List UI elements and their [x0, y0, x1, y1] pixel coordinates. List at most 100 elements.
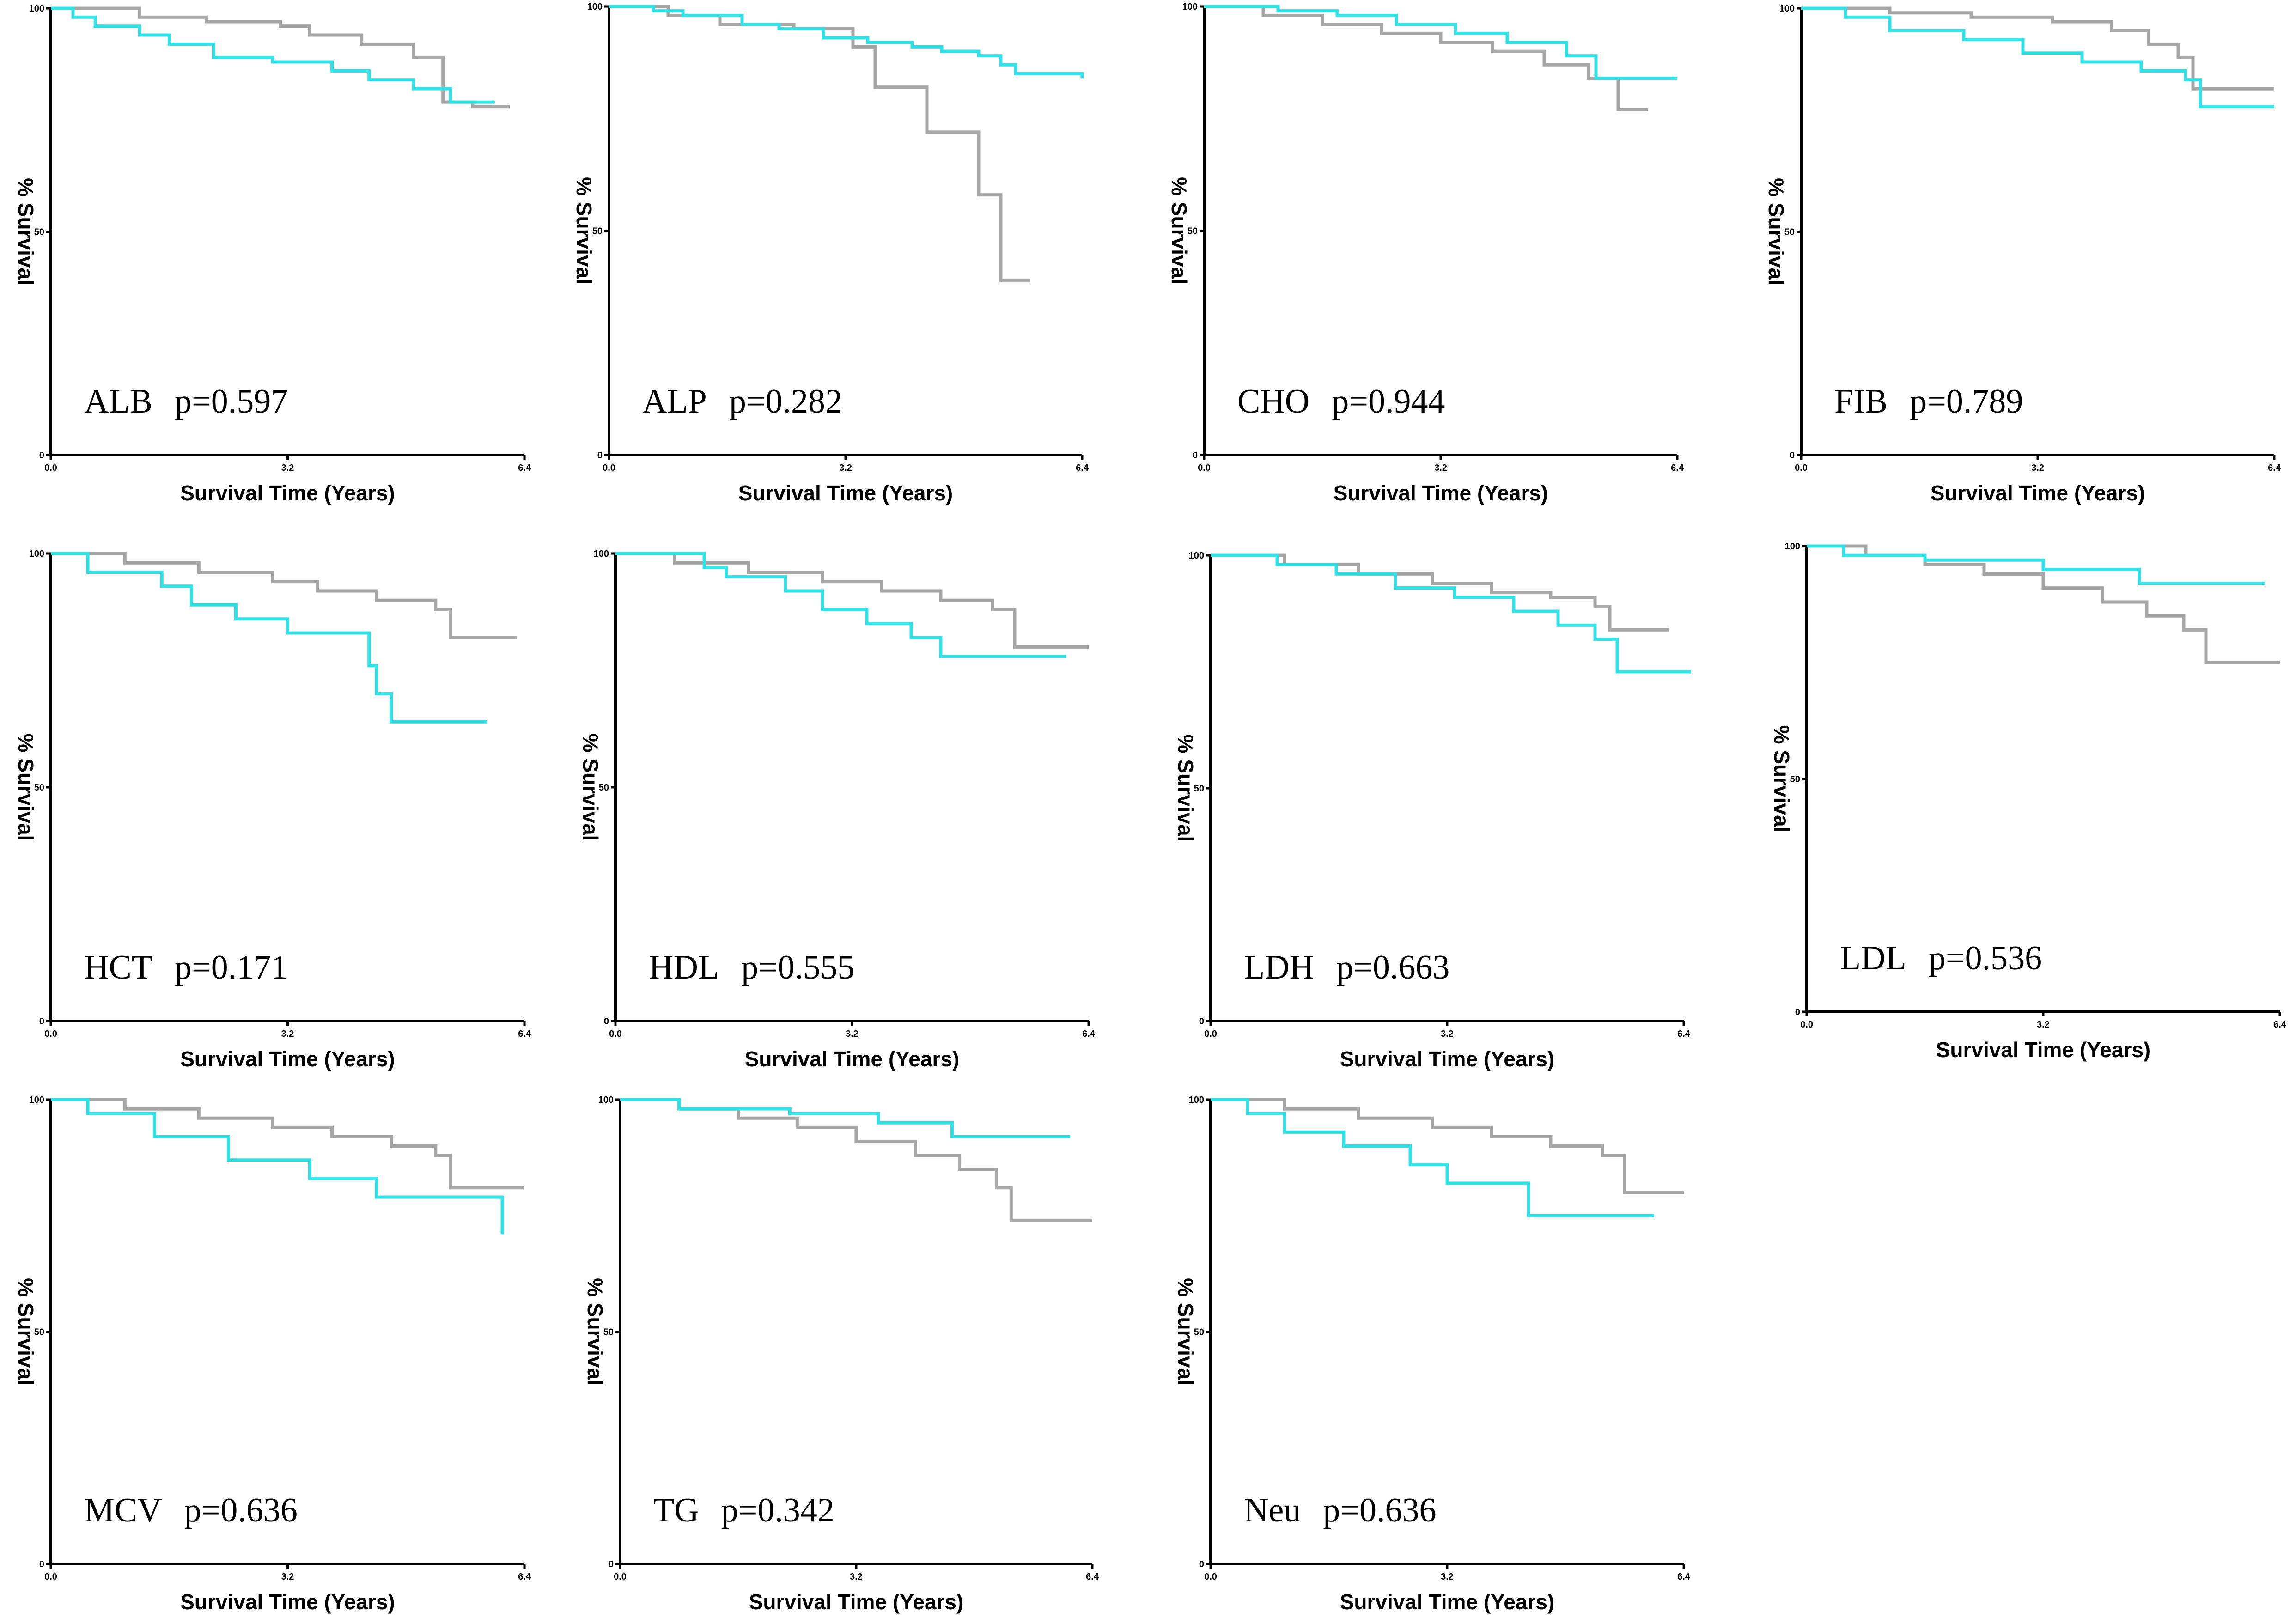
y-tick-label: 0 [1199, 1016, 1204, 1027]
x-tick-label: 3.2 [281, 1029, 294, 1039]
panel-label: TG p=0.342 [653, 1491, 834, 1529]
y-tick-label: 100 [1189, 551, 1204, 561]
y-tick-label: 50 [34, 1327, 44, 1338]
x-axis-title: Survival Time (Years) [1936, 1038, 2151, 1062]
survival-curve-gray [1211, 553, 1669, 632]
chart-panel-hct: 0 50 100 0.0 3.2 6.4 Survival Time (Years) % Su… [14, 549, 531, 1071]
panel-p-value: p=0.636 [184, 1491, 298, 1529]
panel-label: ALB p=0.597 [84, 383, 288, 420]
y-axis-title: % Survival [14, 734, 38, 841]
x-axis-title: Survival Time (Years) [1334, 481, 1548, 505]
panel-p-value: p=0.536 [1929, 939, 2042, 977]
chart-panel-mcv: 0 50 100 0.0 3.2 6.4 Survival Time (Years) % Su… [14, 1095, 531, 1614]
panel-label: ALP p=0.282 [642, 383, 842, 420]
x-tick-label: 3.2 [2031, 463, 2044, 473]
y-tick-label: 0 [597, 450, 603, 461]
survival-curve-gray [620, 1098, 1092, 1222]
survival-curve-cyan [1204, 5, 1677, 80]
y-tick-label: 0 [39, 1016, 44, 1027]
y-tick-label: 0 [39, 450, 44, 461]
y-tick-label: 100 [1182, 2, 1198, 12]
y-tick-label: 100 [1785, 541, 1800, 552]
survival-curve-cyan [1211, 1098, 1654, 1217]
x-tick-label: 6.4 [518, 463, 531, 473]
y-axis-title: % Survival [572, 177, 596, 285]
survival-curve-cyan [1807, 544, 2265, 585]
y-axis-title: % Survival [583, 1278, 607, 1386]
survival-curve-gray [51, 6, 510, 109]
panel-marker: LDH [1244, 949, 1314, 986]
panel-p-value: p=0.555 [741, 949, 854, 986]
x-tick-label: 6.4 [1076, 463, 1089, 473]
chart-panel-hdl: 0 50 100 0.0 3.2 6.4 Survival Time (Years) % Su… [579, 549, 1096, 1071]
panel-label: CHO p=0.944 [1237, 383, 1445, 420]
survival-curve-cyan [609, 5, 1084, 79]
x-axis-title: Survival Time (Years) [180, 481, 395, 505]
survival-curve-cyan [51, 552, 487, 724]
panel-marker: Neu [1244, 1491, 1301, 1529]
panel-label: HDL p=0.555 [649, 949, 854, 986]
x-tick-label: 3.2 [839, 463, 852, 473]
y-tick-label: 100 [1779, 4, 1795, 14]
y-tick-label: 0 [39, 1559, 44, 1569]
panel-label: HCT p=0.171 [84, 949, 288, 986]
chart-panel-neu: 0 50 100 0.0 3.2 6.4 Survival Time (Years) % Su… [1174, 1095, 1691, 1614]
x-tick-label: 6.4 [518, 1029, 531, 1039]
y-tick-label: 50 [34, 227, 44, 237]
x-tick-label: 0.0 [1204, 1572, 1217, 1582]
panel-marker: TG [653, 1491, 699, 1529]
y-axis-title: % Survival [1167, 177, 1191, 285]
x-tick-label: 6.4 [1677, 1572, 1691, 1582]
y-tick-label: 50 [1194, 784, 1204, 794]
survival-curve-gray [1204, 5, 1648, 111]
panel-p-value: p=0.597 [175, 383, 288, 420]
x-tick-label: 6.4 [1677, 1029, 1691, 1039]
chart-panel-alp: 0 50 100 0.0 3.2 6.4 Survival Time (Years) % Su… [572, 2, 1089, 505]
panel-marker: ALB [84, 383, 152, 420]
x-tick-label: 3.2 [850, 1572, 863, 1582]
y-tick-label: 100 [29, 549, 44, 559]
y-axis-title: % Survival [1770, 725, 1794, 833]
y-tick-label: 100 [1189, 1095, 1204, 1105]
y-tick-label: 100 [598, 1095, 614, 1105]
chart-panel-ldh: 0 50 100 0.0 3.2 6.4 Survival Time (Years) % Su… [1174, 551, 1691, 1071]
x-axis-title: Survival Time (Years) [180, 1047, 395, 1071]
y-axis-title: % Survival [1174, 735, 1198, 842]
y-tick-label: 100 [29, 4, 44, 14]
y-tick-label: 0 [1790, 450, 1795, 461]
x-tick-label: 0.0 [1800, 1020, 1813, 1030]
panel-p-value: p=0.171 [175, 949, 288, 986]
y-tick-label: 50 [1188, 226, 1198, 237]
panel-marker: FIB [1834, 383, 1888, 420]
y-tick-label: 50 [34, 783, 44, 793]
x-tick-label: 0.0 [614, 1572, 627, 1582]
x-tick-label: 3.2 [1441, 1029, 1454, 1039]
panel-p-value: p=0.944 [1332, 383, 1445, 420]
x-tick-label: 0.0 [1204, 1029, 1217, 1039]
panel-marker: HDL [649, 949, 719, 986]
x-tick-label: 6.4 [1086, 1572, 1099, 1582]
x-tick-label: 6.4 [1082, 1029, 1096, 1039]
x-tick-label: 3.2 [281, 463, 294, 473]
panel-marker: HCT [84, 949, 152, 986]
panel-p-value: p=0.663 [1336, 949, 1449, 986]
x-axis-title: Survival Time (Years) [1931, 481, 2145, 505]
x-tick-label: 0.0 [1198, 463, 1211, 473]
y-tick-label: 0 [1193, 450, 1198, 461]
panel-marker: ALP [642, 383, 707, 420]
y-axis-title: % Survival [14, 178, 38, 286]
y-tick-label: 50 [1194, 1327, 1204, 1338]
panel-p-value: p=0.636 [1323, 1491, 1436, 1529]
y-tick-label: 50 [603, 1327, 614, 1338]
panel-label: FIB p=0.789 [1834, 383, 2023, 420]
survival-curve-cyan [1801, 6, 2274, 109]
x-tick-label: 6.4 [2273, 1020, 2287, 1030]
x-tick-label: 3.2 [2037, 1020, 2050, 1030]
x-axis-title: Survival Time (Years) [180, 1590, 395, 1614]
x-tick-label: 0.0 [603, 463, 615, 473]
panel-p-value: p=0.342 [721, 1491, 834, 1529]
x-tick-label: 0.0 [609, 1029, 622, 1039]
x-tick-label: 3.2 [281, 1572, 294, 1582]
panel-p-value: p=0.282 [729, 383, 842, 420]
y-tick-label: 100 [587, 2, 603, 12]
